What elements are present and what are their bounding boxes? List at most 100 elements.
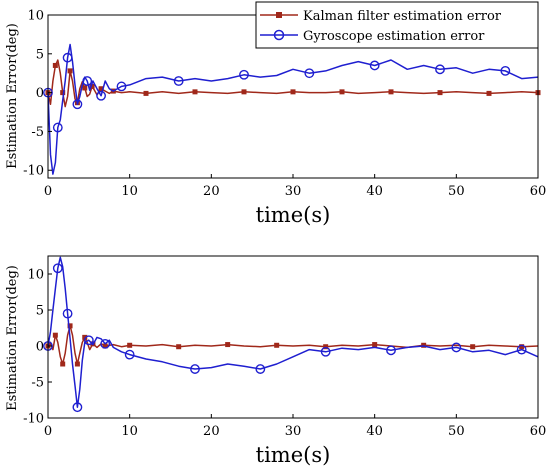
top-kalman-point [192,89,198,95]
bottom-kalman-point [60,361,66,367]
bottom-kalman-point [323,344,329,350]
bottom-y-ticks: -10 -5 0 5 10 [23,268,52,427]
bottom-panel: 0 10 20 30 40 50 60 -10 -5 0 5 10 time(s) Estimati… [5,255,546,467]
top-y-ticks: -10 -5 0 5 10 [23,9,52,179]
bottom-x-tick-label: 10 [121,424,138,439]
top-y-tick-label: -10 [23,164,44,179]
bottom-y-tick-label: 10 [27,268,44,283]
bottom-y-tick-label: -5 [31,376,44,391]
bottom-x-tick-label: 0 [44,424,52,439]
bottom-gyro-point [451,342,462,353]
bottom-gyro-point [190,364,200,374]
bottom-kalman-point [274,342,280,348]
top-x-tick-label: 50 [448,184,465,199]
bottom-y-tick-label: 5 [36,304,44,319]
bottom-gyro-point [100,338,111,349]
bottom-gyro-point [516,344,527,355]
bottom-gyro-point [386,345,396,356]
bottom-y-tick-label: 0 [36,340,44,355]
bottom-gyro-point [320,346,331,357]
bottom-kalman-point [82,334,88,340]
top-gyro-point [369,60,380,71]
bottom-gyro-point [83,335,94,346]
top-kalman-point [143,90,149,96]
top-gyro-point [62,52,73,63]
top-kalman-point [241,89,247,95]
legend-box [255,1,539,49]
bottom-y-tick-label: -10 [23,412,44,427]
top-gyro-series-line [47,43,539,175]
top-x-tick-label: 60 [530,184,547,199]
legend-gyro-marker [273,29,285,41]
top-kalman-point [339,89,345,95]
top-y-axis-label: Estimation Error(deg) [5,23,20,169]
legend-kalman-label: Kalman filter estimation error [303,9,502,24]
bottom-kalman-point [176,344,182,350]
top-gyro-point [173,76,184,86]
top-kalman-point [60,90,66,96]
bottom-kalman-point [225,342,231,348]
top-gyro-point [435,64,445,75]
bottom-x-ticks: 0 10 20 30 40 50 60 [44,414,546,439]
bottom-plot-series [43,256,539,413]
bottom-kalman-point [67,323,73,329]
legend-gyro-label: Gyroscope estimation error [303,29,485,44]
top-gyro-point [52,122,63,133]
top-gyro-point [116,81,127,92]
top-gyro-point [500,65,511,76]
top-kalman-point [67,68,73,74]
top-x-tick-label: 10 [121,184,138,199]
top-gyro-point [96,90,106,101]
top-kalman-point [82,85,88,91]
top-plot-series [43,43,541,175]
top-kalman-point [290,89,296,95]
top-kalman-point [388,89,394,95]
top-x-ticks: 0 10 20 30 40 50 60 [44,174,546,199]
top-gyro-point [72,99,83,110]
top-y-tick-label: 10 [27,9,44,24]
top-panel: 0 10 20 30 40 50 60 -10 -5 0 5 10 time(s) Estimati… [5,1,546,227]
bottom-kalman-series-line [47,325,539,365]
top-x-axis-label: time(s) [256,203,331,227]
bottom-x-axis-label: time(s) [256,443,331,467]
top-gyro-point [304,68,315,79]
top-kalman-point [89,83,95,89]
bottom-x-tick-label: 40 [366,424,383,439]
bottom-gyro-point [255,364,266,374]
bottom-gyro-point [124,349,135,360]
top-x-tick-label: 30 [285,184,302,199]
top-kalman-point [52,62,58,68]
top-gyro-point [82,76,93,86]
top-x-tick-label: 20 [203,184,220,199]
legend-kalman-marker [276,12,282,18]
bottom-gyro-point [52,263,63,274]
top-gyro-point [239,69,249,80]
bottom-kalman-point [470,344,476,350]
bottom-gyro-point [62,308,73,319]
top-kalman-series-line [47,59,539,108]
bottom-kalman-point [372,342,378,348]
bottom-kalman-point [127,342,133,348]
top-kalman-point [437,90,443,96]
bottom-kalman-point [52,332,58,338]
bottom-y-axis-label: Estimation Error(deg) [5,265,20,411]
top-x-tick-label: 40 [366,184,383,199]
legend: Kalman filter estimation error Gyroscope… [255,1,539,49]
bottom-gyro-series-line [47,256,539,408]
top-kalman-point [486,90,492,96]
bottom-kalman-point [102,343,108,349]
top-x-tick-label: 0 [44,184,52,199]
top-y-tick-label: -5 [31,125,44,140]
bottom-kalman-point [74,361,80,367]
top-kalman-point [98,86,104,92]
bottom-x-tick-label: 60 [530,424,547,439]
top-y-tick-label: 0 [36,86,44,101]
bottom-x-tick-label: 20 [203,424,220,439]
top-y-tick-label: 5 [36,47,44,62]
bottom-plot-frame [47,255,539,419]
bottom-x-tick-label: 50 [448,424,465,439]
bottom-kalman-point [519,344,525,350]
bottom-gyro-point [72,402,83,413]
bottom-x-tick-label: 30 [285,424,302,439]
